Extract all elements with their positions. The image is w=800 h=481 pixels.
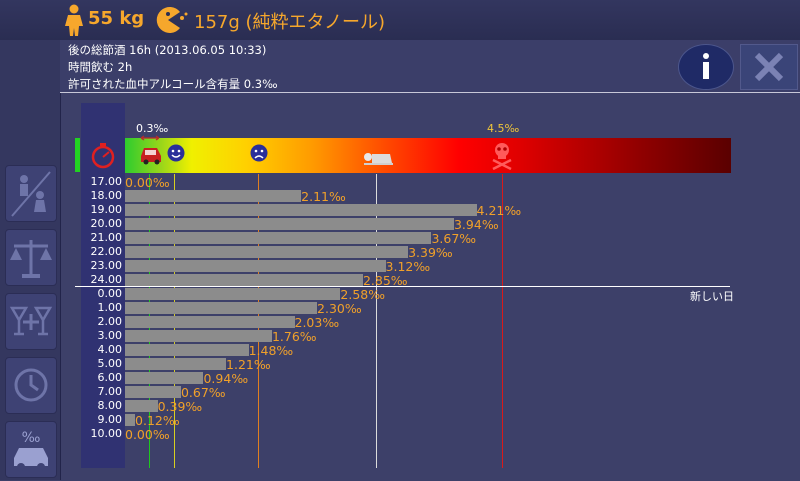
scale-icon xyxy=(10,240,52,278)
time-label: 5.00 xyxy=(97,357,123,370)
alcohol-amount[interactable]: 157g (純粋エタノール) xyxy=(194,12,386,33)
car-permille-icon: ‰ xyxy=(14,430,48,471)
bac-bar xyxy=(125,358,227,370)
stopwatch-icon xyxy=(91,143,115,169)
bac-value: 2.85‰ xyxy=(362,273,408,288)
bac-bar xyxy=(125,260,386,272)
bac-value: 2.11‰ xyxy=(301,189,346,204)
time-label: 17.00 xyxy=(90,175,123,188)
bac-bar xyxy=(125,316,295,328)
limit-label: 0.3‰ xyxy=(136,122,169,135)
bac-value: 1.76‰ xyxy=(271,329,317,344)
time-label: 21.00 xyxy=(90,231,123,244)
bac-value: 3.12‰ xyxy=(385,259,431,274)
time-label: 20.00 xyxy=(90,217,123,230)
next-day-label: 新しい日 xyxy=(690,290,734,303)
bac-bar xyxy=(125,302,318,314)
day-separator xyxy=(75,286,730,287)
bac-value: 0.00‰ xyxy=(125,427,170,442)
bac-bar xyxy=(125,288,341,300)
time-label: 7.00 xyxy=(97,385,123,398)
time-label: 18.00 xyxy=(90,189,123,202)
sad-face-icon xyxy=(250,144,268,162)
time-column-background xyxy=(81,103,125,468)
bac-value: 0.39‰ xyxy=(157,399,203,414)
car-icon xyxy=(140,135,161,165)
bac-value: 4.21‰ xyxy=(476,203,522,218)
sidebar: ‰ xyxy=(0,40,61,480)
time-label: 6.00 xyxy=(97,371,123,384)
woman-icon xyxy=(65,4,83,36)
weight-value[interactable]: 55 kg xyxy=(88,8,145,29)
skull-icon xyxy=(492,143,512,170)
bac-value: 3.67‰ xyxy=(431,231,477,246)
bac-bar xyxy=(125,386,181,398)
bac-value: 0.67‰ xyxy=(180,385,226,400)
weight-button[interactable] xyxy=(5,229,57,286)
bac-value: 0.00‰ xyxy=(125,175,170,190)
bac-value: 1.48‰ xyxy=(248,343,294,358)
info-icon xyxy=(703,53,709,79)
bac-bar xyxy=(125,246,409,258)
red-line xyxy=(502,174,503,468)
passed-out-person-icon xyxy=(364,153,393,165)
top-bar: 55 kg 157g (純粋エタノール) xyxy=(0,0,800,40)
bac-value: 3.39‰ xyxy=(408,245,453,260)
drinks-add-icon xyxy=(9,306,53,336)
time-label: 23.00 xyxy=(90,259,123,272)
time-label: 8.00 xyxy=(97,399,123,412)
allowed-level-text: 許可された血中アルコール含有量 0.3‰ xyxy=(68,77,278,91)
alcohol-scale-bar xyxy=(125,138,731,173)
time-label: 1.00 xyxy=(97,301,123,314)
gender-toggle-button[interactable] xyxy=(5,165,57,222)
bac-bar xyxy=(125,190,302,202)
bac-value: 2.58‰ xyxy=(340,287,386,302)
clock-icon xyxy=(14,368,48,402)
info-button[interactable] xyxy=(678,44,734,90)
time-button[interactable] xyxy=(5,357,57,414)
time-label: 4.00 xyxy=(97,343,123,356)
bac-bar xyxy=(125,204,477,216)
time-label: 0.00 xyxy=(97,287,123,300)
pacman-alcohol-icon xyxy=(156,7,188,34)
bac-value: 0.94‰ xyxy=(203,371,249,386)
bac-value: 0.12‰ xyxy=(135,413,180,428)
bac-value: 2.03‰ xyxy=(294,315,340,330)
drinking-time-text: 時間飲む 2h xyxy=(68,60,133,74)
time-label: 19.00 xyxy=(90,203,123,216)
close-button[interactable] xyxy=(740,44,798,90)
person-swap-icon xyxy=(11,171,51,217)
bac-bar xyxy=(125,372,204,384)
bac-bar xyxy=(125,414,136,426)
time-label: 24.00 xyxy=(90,273,123,286)
time-label: 10.00 xyxy=(90,427,123,440)
end-time-text: 後の総節酒 16h (2013.06.05 10:33) xyxy=(68,43,267,57)
svg-text:‰: ‰ xyxy=(22,430,41,446)
time-label: 9.00 xyxy=(97,413,123,426)
danger-label: 4.5‰ xyxy=(487,122,520,135)
driving-button[interactable]: ‰ xyxy=(5,421,57,478)
bac-value: 1.21‰ xyxy=(226,357,271,372)
time-label: 2.00 xyxy=(97,315,123,328)
white-line xyxy=(376,174,377,468)
info-panel: 後の総節酒 16h (2013.06.05 10:33) 時間飲む 2h 許可さ… xyxy=(60,40,800,93)
bac-bar xyxy=(125,400,158,412)
bac-bar xyxy=(125,218,454,230)
bac-bar xyxy=(125,232,432,244)
bac-bar xyxy=(125,344,249,356)
time-label: 22.00 xyxy=(90,245,123,258)
green-marker xyxy=(75,138,80,172)
bac-value: 3.94‰ xyxy=(453,217,499,232)
happy-face-icon xyxy=(167,144,185,162)
bac-bar xyxy=(125,274,363,286)
close-icon xyxy=(754,52,784,82)
add-drink-button[interactable] xyxy=(5,293,57,350)
time-label: 3.00 xyxy=(97,329,123,342)
bac-value: 2.30‰ xyxy=(317,301,362,316)
bac-bar xyxy=(125,330,272,342)
